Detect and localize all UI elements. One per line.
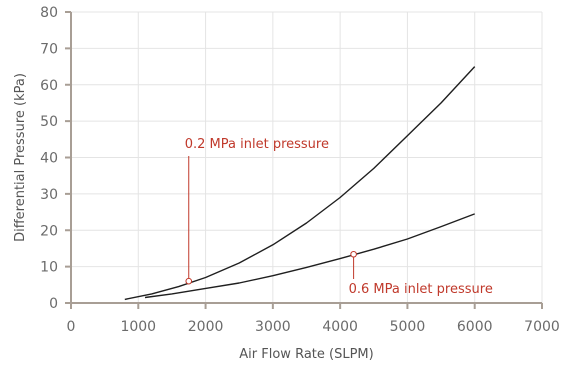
y-tick-label: 10 — [40, 260, 58, 276]
y-tick-label: 30 — [40, 187, 58, 203]
x-tick-label: 3000 — [255, 319, 291, 335]
y-tick-label: 40 — [40, 151, 58, 167]
series-line — [144, 213, 475, 299]
y-axis-label: Differential Pressure (kPa) — [13, 73, 28, 242]
y-tick-label: 20 — [40, 223, 58, 239]
y-tick-label: 60 — [40, 78, 58, 94]
axes: 0 1000 2000 3000 4000 5000 6000 7000 0 10 20 30 40 50… — [40, 5, 560, 335]
x-tick-label: 2000 — [188, 319, 224, 335]
x-tick-label: 7000 — [524, 319, 560, 335]
grid — [70, 11, 543, 304]
annotation-marker — [185, 277, 193, 285]
y-tick-label: 0 — [49, 296, 58, 312]
series — [124, 66, 476, 301]
annotations: 0.2 MPa inlet pressure 0.6 MPa inlet pres… — [185, 137, 493, 297]
annotation-label: 0.2 MPa inlet pressure — [185, 137, 329, 152]
x-tick-label: 1000 — [120, 319, 156, 335]
y-tick-label: 50 — [40, 114, 58, 130]
annotation-marker — [350, 250, 357, 258]
y-tick-label: 70 — [40, 41, 58, 57]
x-tick-label: 5000 — [390, 319, 426, 335]
x-tick-label: 4000 — [322, 319, 358, 335]
y-tick-label: 80 — [40, 5, 58, 21]
series-line — [124, 66, 476, 301]
annotation-label: 0.6 MPa inlet pressure — [349, 282, 493, 297]
x-tick-label: 0 — [67, 319, 76, 335]
x-tick-label: 6000 — [457, 319, 493, 335]
x-axis-label: Air Flow Rate (SLPM) — [239, 347, 373, 362]
